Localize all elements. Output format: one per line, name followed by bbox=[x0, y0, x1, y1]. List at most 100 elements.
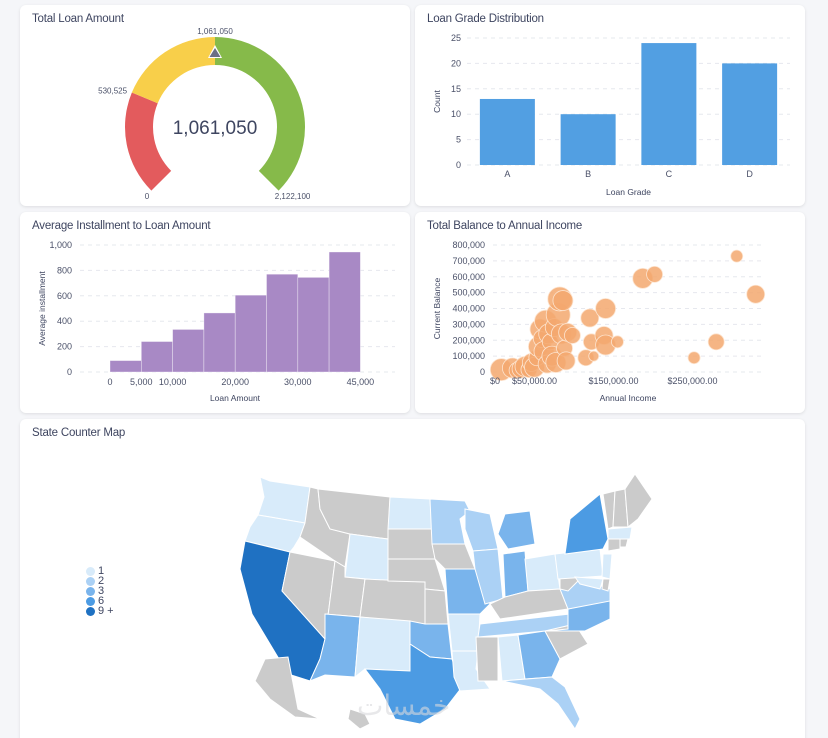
balance-card: Total Balance to Annual Income 0 100,000 2… bbox=[415, 212, 805, 413]
state-ar bbox=[447, 613, 481, 652]
legend-item: 1 bbox=[86, 566, 114, 577]
legend-swatch bbox=[86, 566, 95, 576]
y-tick-label: 800,000 bbox=[452, 240, 485, 250]
scatter-point bbox=[707, 333, 725, 351]
map-card: State Counter Map 1 2 3 6 9 + خمسات bbox=[20, 419, 805, 738]
gauge-band-green bbox=[215, 37, 306, 191]
x-axis-title: Loan Amount bbox=[210, 393, 261, 403]
y-tick-label: 400,000 bbox=[452, 304, 485, 314]
state-nd bbox=[387, 496, 433, 530]
x-tick-label: $250,000.00 bbox=[667, 376, 717, 386]
histogram-bar bbox=[172, 329, 205, 373]
y-tick-label: 800 bbox=[57, 265, 72, 275]
y-tick-label: 0 bbox=[456, 160, 461, 170]
scatter-point bbox=[646, 265, 663, 283]
scatter-point bbox=[687, 351, 701, 365]
scatter-point bbox=[564, 327, 581, 344]
x-tick-label: D bbox=[746, 169, 753, 179]
state-or bbox=[244, 514, 306, 553]
legend-item: 2 bbox=[86, 575, 114, 587]
gauge-tick-label: 0 bbox=[145, 192, 150, 201]
histogram-bar bbox=[109, 360, 142, 373]
scatter-point bbox=[595, 298, 617, 319]
y-tick-label: 700,000 bbox=[452, 256, 485, 266]
x-tick-label: 45,000 bbox=[347, 377, 375, 387]
bar-B bbox=[560, 114, 616, 165]
y-axis-title: Count bbox=[432, 90, 442, 113]
state-mi bbox=[497, 510, 536, 550]
state-de bbox=[601, 578, 611, 592]
state-il bbox=[472, 548, 504, 605]
grade-card: Loan Grade Distribution 0 5 10 15 20 25 A B C D Lo… bbox=[415, 5, 805, 206]
legend-item: 9 + bbox=[86, 605, 114, 617]
installment-chart: 0 200 400 600 800 1,000 0 5,000 10,000 20,000 30,0… bbox=[37, 240, 395, 403]
state-md bbox=[573, 576, 604, 590]
state-wy bbox=[344, 533, 389, 582]
histogram-bar bbox=[203, 312, 236, 373]
y-tick-label: 400 bbox=[57, 316, 72, 326]
legend-label: 2 bbox=[98, 575, 105, 587]
legend-swatch bbox=[86, 606, 95, 616]
scatter-point bbox=[556, 351, 576, 371]
legend-label: 9 + bbox=[98, 605, 114, 617]
scatter-point bbox=[588, 350, 600, 362]
y-tick-label: 20 bbox=[451, 58, 461, 68]
y-tick-label: 100,000 bbox=[452, 351, 485, 361]
x-tick-label: 30,000 bbox=[284, 377, 312, 387]
y-tick-label: 300,000 bbox=[452, 319, 485, 329]
balance-title: Total Balance to Annual Income bbox=[427, 220, 583, 232]
state-sc bbox=[544, 623, 589, 660]
bar-C bbox=[641, 43, 697, 165]
installment-title: Average Installment to Loan Amount bbox=[32, 220, 211, 232]
state-ia bbox=[431, 543, 476, 570]
state-pa bbox=[554, 548, 604, 580]
state-nm bbox=[354, 616, 411, 679]
y-tick-label: 15 bbox=[451, 84, 461, 94]
legend-swatch bbox=[86, 586, 95, 596]
y-tick-label: 0 bbox=[67, 367, 72, 377]
y-tick-label: 1,000 bbox=[49, 240, 72, 250]
state-nj bbox=[601, 553, 613, 580]
scatter-point bbox=[746, 284, 766, 304]
x-axis-title: Annual Income bbox=[600, 393, 657, 403]
gauge-tick-label: 530,525 bbox=[98, 86, 127, 95]
gauge-tick-label: 2,122,100 bbox=[275, 192, 311, 201]
y-tick-label: 25 bbox=[451, 33, 461, 43]
state-oh bbox=[524, 553, 561, 592]
state-wi bbox=[464, 508, 499, 552]
state-in bbox=[502, 550, 529, 598]
x-tick-label: $50,000.00 bbox=[512, 376, 557, 386]
histogram-bar bbox=[328, 251, 361, 373]
scatter-point bbox=[580, 308, 600, 328]
legend-item: 6 bbox=[86, 596, 114, 607]
map-title: State Counter Map bbox=[32, 427, 126, 439]
state-ma bbox=[607, 526, 633, 540]
y-tick-label: 10 bbox=[451, 109, 461, 119]
scatter-point bbox=[552, 290, 574, 311]
y-tick-label: 500,000 bbox=[452, 288, 485, 298]
x-tick-label: 5,000 bbox=[130, 377, 153, 387]
state-fl bbox=[501, 676, 581, 730]
gauge-tick-label: 1,061,050 bbox=[197, 27, 233, 36]
map-legend: 1 2 3 6 9 + bbox=[86, 566, 114, 617]
state-ks bbox=[424, 588, 449, 625]
gauge-card: Total Loan Amount 1,061,050 0 530,525 1,061… bbox=[20, 5, 410, 206]
histogram-bar bbox=[266, 273, 299, 373]
x-tick-label: B bbox=[585, 169, 591, 179]
histogram-bar bbox=[297, 277, 330, 373]
y-axis-title: Average installment bbox=[37, 271, 47, 346]
state-mn bbox=[429, 498, 471, 545]
state-ak bbox=[254, 656, 321, 720]
x-tick-label: 10,000 bbox=[159, 377, 187, 387]
watermark: خمسات bbox=[357, 689, 451, 722]
scatter-point bbox=[611, 335, 624, 349]
state-tx bbox=[363, 631, 463, 725]
y-tick-label: 600,000 bbox=[452, 272, 485, 282]
gauge-title: Total Loan Amount bbox=[32, 13, 124, 25]
histogram-bar bbox=[141, 341, 173, 373]
gauge-chart: 1,061,050 0 530,525 1,061,050 2,122,100 bbox=[98, 27, 311, 201]
y-tick-label: 5 bbox=[456, 135, 461, 145]
installment-card: Average Installment to Loan Amount 0 200 4… bbox=[20, 212, 410, 413]
grade-title: Loan Grade Distribution bbox=[427, 13, 544, 25]
x-tick-label: 20,000 bbox=[221, 377, 249, 387]
